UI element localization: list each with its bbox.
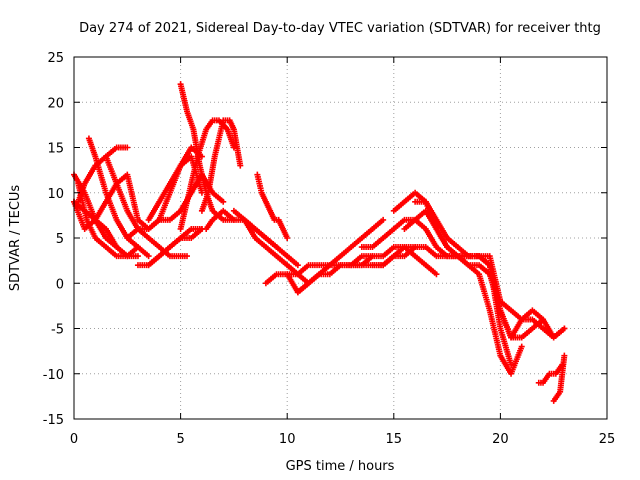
x-tick-label: 20 [492,432,509,447]
chart-title: Day 274 of 2021, Sidereal Day-to-day VTE… [79,21,601,36]
series-track-5 [75,144,131,205]
data-point [561,352,568,359]
y-tick-label: -15 [43,413,64,428]
data-point [433,271,440,278]
y-tick-label: -10 [43,368,64,383]
series-track-17 [241,216,312,287]
y-tick-label: 0 [56,277,64,292]
data-point [134,253,141,260]
x-axis-label: GPS time / hours [286,459,395,474]
y-tick-label: 25 [47,51,64,66]
x-tick-label: 15 [386,432,403,447]
data-point [518,343,525,350]
series-track-12 [177,81,237,223]
y-tick-label: 15 [47,142,64,157]
data-point [183,253,190,260]
y-tick-label: 10 [47,187,64,202]
axis-ticks: 0 5 10 15 20 25 -15 -10 -5 0 5 10 15 20 25 [43,51,616,447]
data-point [124,144,131,151]
plot-frame [73,56,608,420]
series-track-14 [198,117,244,214]
series-track-29 [465,253,568,341]
series-track-6 [71,198,141,260]
data-points [71,81,568,404]
series-track-11 [145,225,205,269]
x-tick-label: 25 [599,432,616,447]
data-point [284,235,291,241]
series-track-18 [254,171,291,241]
data-point [237,162,244,169]
y-tick-label: 20 [47,96,64,111]
data-point [380,216,387,223]
y-tick-label: 5 [56,232,64,247]
series-track-9 [145,144,205,223]
x-tick-label: 10 [279,432,296,447]
x-tick-label: 5 [176,432,184,447]
x-tick-label: 0 [70,432,78,447]
y-tick-label: -5 [51,323,64,338]
data-point [294,262,301,269]
data-point [220,198,227,205]
data-point [230,144,237,151]
grid [74,57,607,419]
data-point [145,253,152,260]
series-track-23 [348,244,440,278]
series-track-31 [550,352,568,404]
data-point [508,361,515,368]
data-point [561,325,568,332]
y-axis-label: SDTVAR / TECUs [8,185,23,292]
